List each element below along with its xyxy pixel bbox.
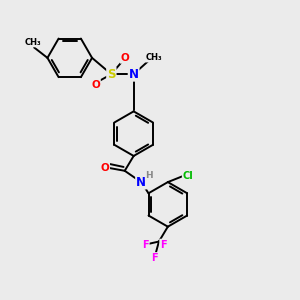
Text: O: O (121, 53, 129, 63)
Text: F: F (142, 239, 149, 250)
Text: H: H (146, 171, 153, 180)
Text: S: S (107, 68, 116, 81)
Text: N: N (129, 68, 139, 81)
Text: O: O (100, 163, 109, 173)
Text: F: F (151, 253, 158, 263)
Text: N: N (136, 176, 146, 189)
Text: Cl: Cl (183, 171, 194, 181)
Text: F: F (160, 239, 167, 250)
Text: CH₃: CH₃ (24, 38, 41, 46)
Text: CH₃: CH₃ (146, 53, 162, 62)
Text: O: O (91, 80, 100, 90)
